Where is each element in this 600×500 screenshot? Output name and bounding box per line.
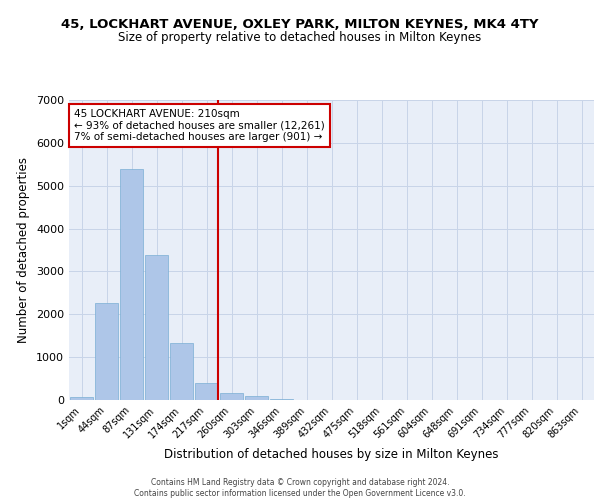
Text: Contains HM Land Registry data © Crown copyright and database right 2024.
Contai: Contains HM Land Registry data © Crown c… <box>134 478 466 498</box>
Text: Size of property relative to detached houses in Milton Keynes: Size of property relative to detached ho… <box>118 31 482 44</box>
Bar <box>170 342 193 400</box>
Bar <box>245 396 268 400</box>
X-axis label: Distribution of detached houses by size in Milton Keynes: Distribution of detached houses by size … <box>164 448 499 461</box>
Bar <box>220 392 244 400</box>
Bar <box>145 255 169 400</box>
Text: 45, LOCKHART AVENUE, OXLEY PARK, MILTON KEYNES, MK4 4TY: 45, LOCKHART AVENUE, OXLEY PARK, MILTON … <box>61 18 539 30</box>
Bar <box>269 399 293 400</box>
Bar <box>119 168 143 400</box>
Text: 45 LOCKHART AVENUE: 210sqm
← 93% of detached houses are smaller (12,261)
7% of s: 45 LOCKHART AVENUE: 210sqm ← 93% of deta… <box>74 109 325 142</box>
Bar <box>194 383 218 400</box>
Bar <box>70 398 94 400</box>
Bar <box>95 302 118 400</box>
Y-axis label: Number of detached properties: Number of detached properties <box>17 157 31 343</box>
